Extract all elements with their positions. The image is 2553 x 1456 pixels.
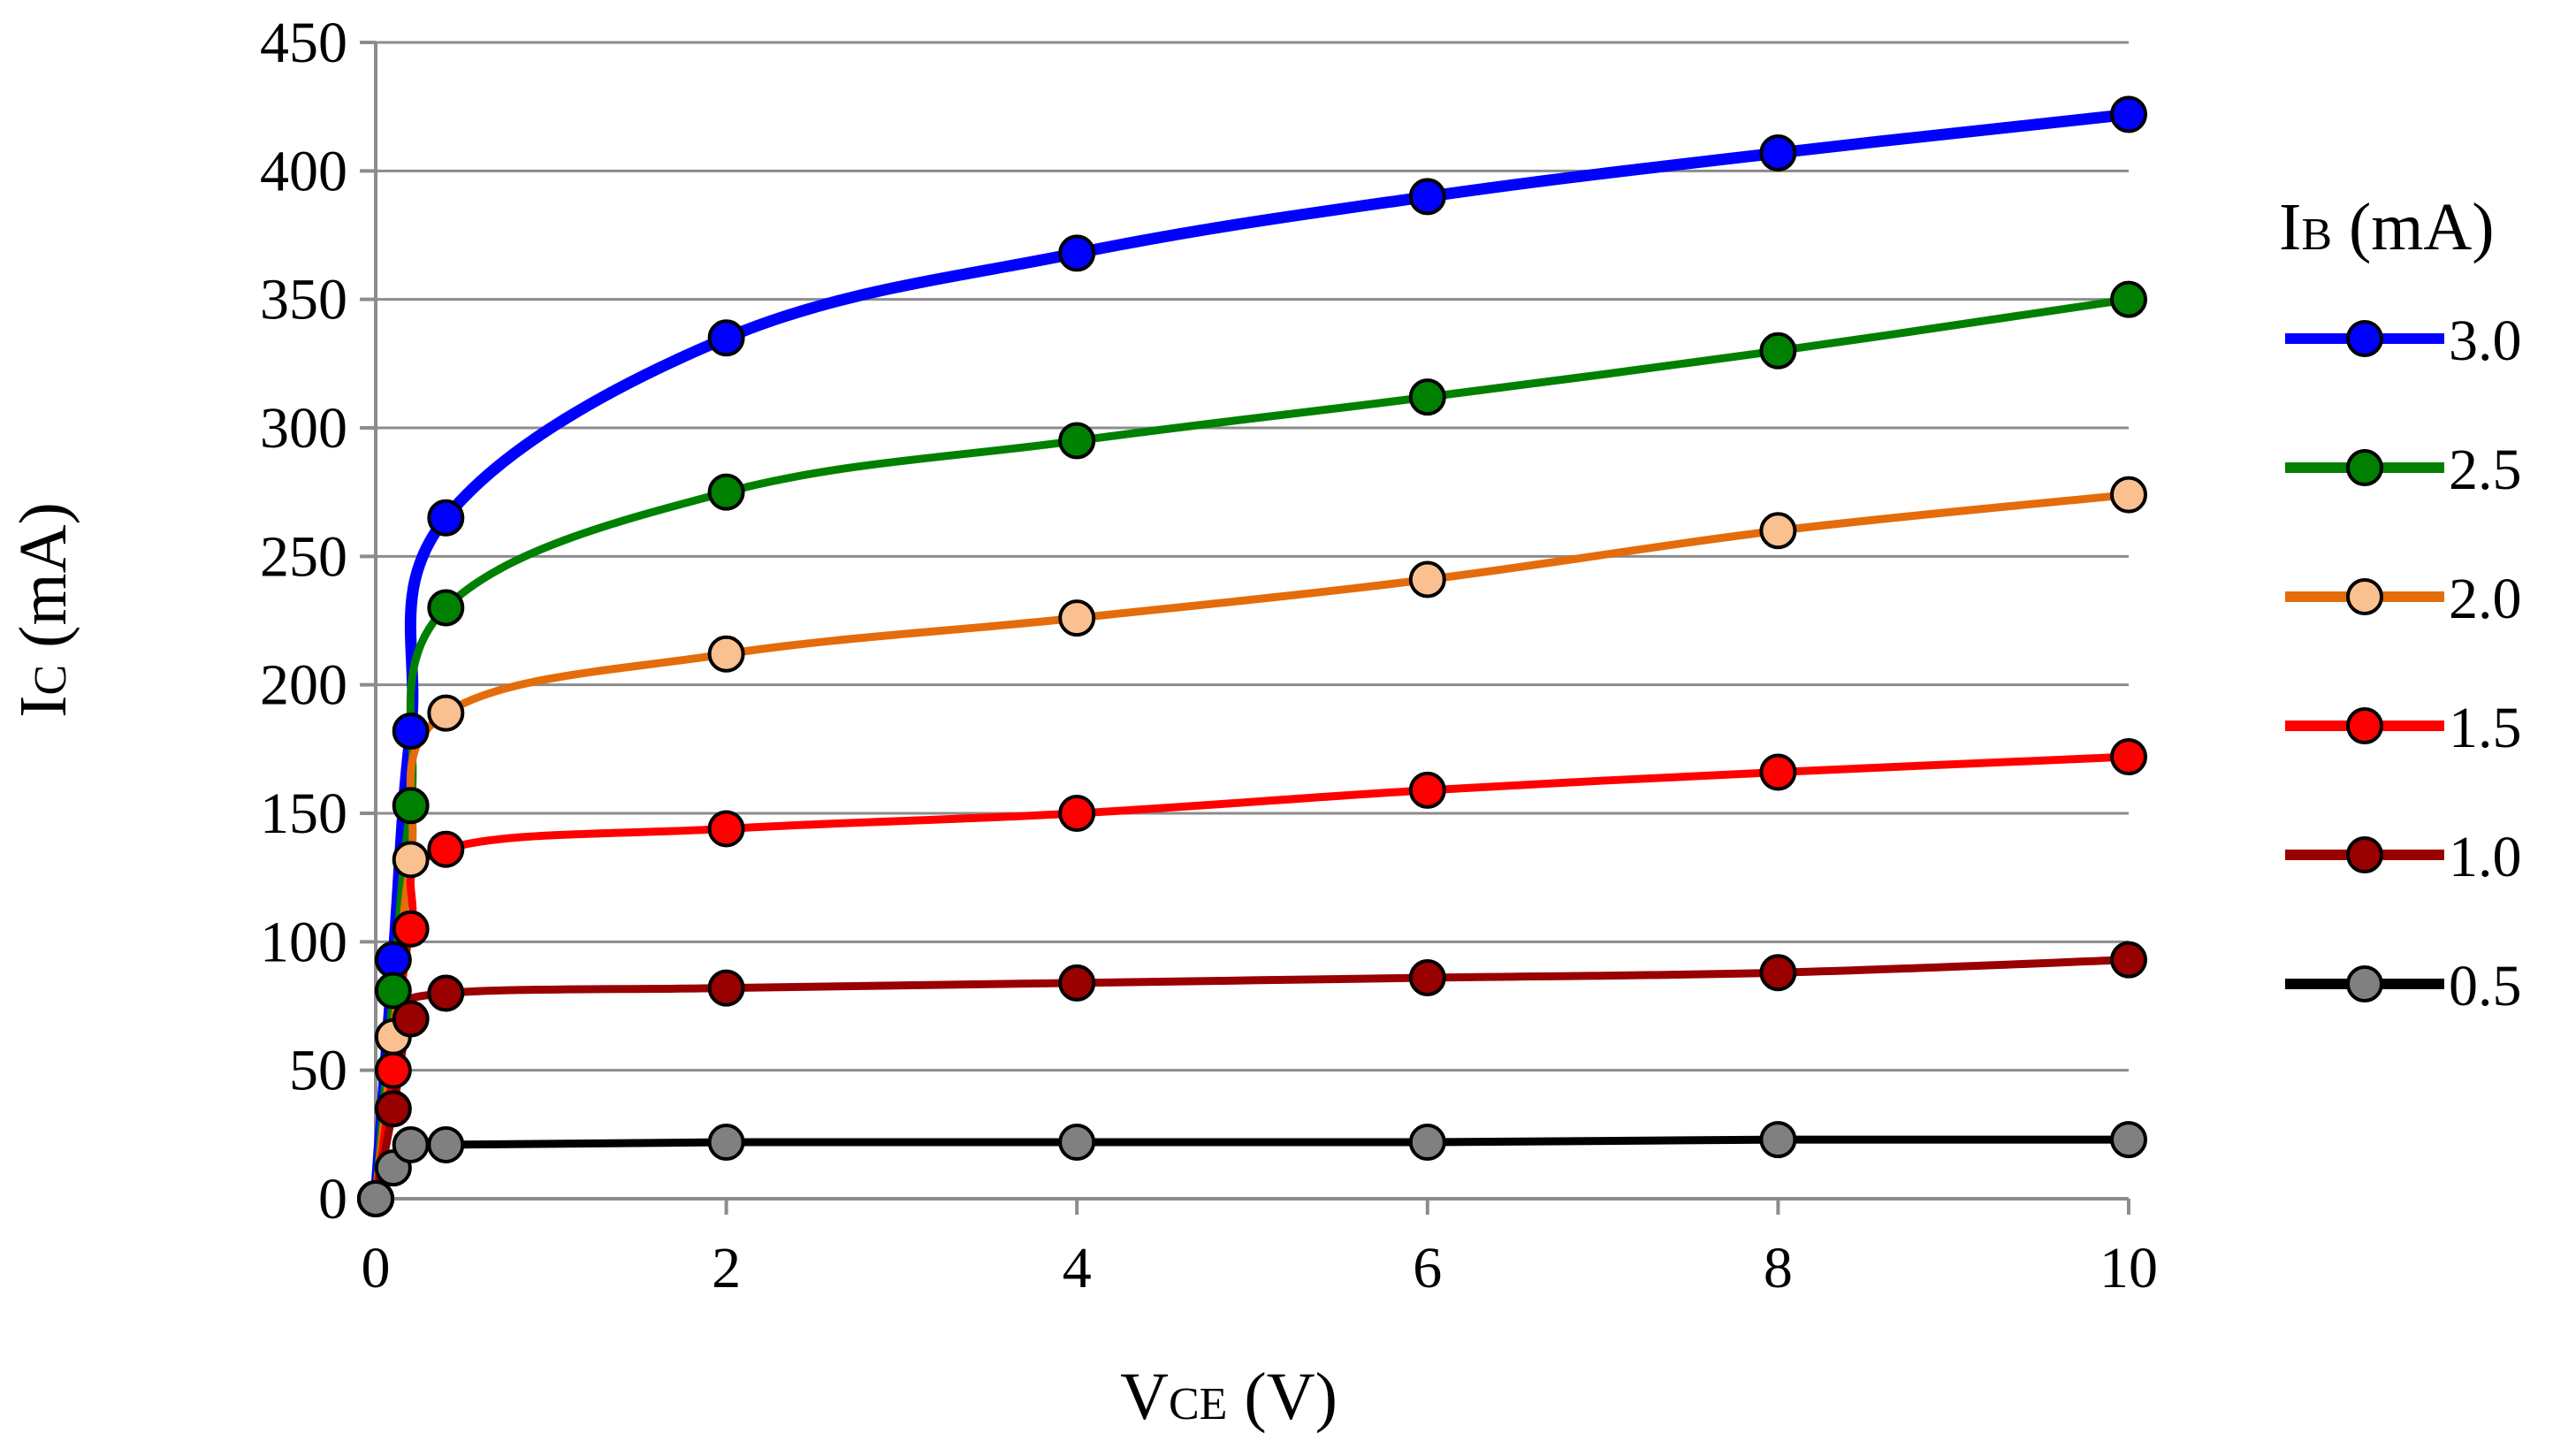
y-tick-label-150: 150 [260, 781, 347, 846]
y-tick-label-200: 200 [260, 653, 347, 718]
y-axis-title: IC (mA) [6, 502, 80, 718]
marker-1.0-7 [1759, 954, 1797, 992]
marker-2.0-6 [1408, 560, 1446, 598]
legend-marker-2.0 [2346, 578, 2383, 615]
legend-label-0.5: 0.5 [2449, 954, 2522, 1018]
legend-marker-3.0 [2346, 320, 2383, 357]
y-tick-label-250: 250 [260, 524, 347, 589]
marker-0.5-2 [392, 1125, 430, 1163]
legend-label-2.5: 2.5 [2449, 438, 2522, 502]
marker-0.5-4 [707, 1124, 745, 1162]
series-line-2.5 [371, 295, 2133, 1203]
marker-3.0-3 [427, 499, 465, 537]
y-tick-label-400: 400 [260, 139, 347, 203]
marker-1.5-4 [707, 810, 745, 848]
legend-label-2.0: 2.0 [2449, 567, 2522, 631]
marker-2.5-8 [2110, 280, 2147, 318]
marker-2.0-8 [2110, 476, 2147, 514]
series-line-1.0 [371, 956, 2133, 1203]
x-tick-label-8: 8 [1764, 1236, 1793, 1300]
legend-items: 3.0 2.5 2.0 1.5 1.0 0.5 [2285, 309, 2522, 1018]
legend-marker-0.5 [2346, 965, 2383, 1002]
marker-0.5-8 [2110, 1121, 2147, 1159]
tick-labels: 0 50 100 150 200 250 300 350 400 450 0 2 4 6 8 10 [260, 11, 2158, 1300]
legend-marker-2.5 [2346, 449, 2383, 486]
marker-2.0-4 [707, 635, 745, 673]
y-tick-label-50: 50 [289, 1039, 347, 1103]
marker-1.5-1 [374, 1051, 412, 1089]
x-tick-label-6: 6 [1413, 1236, 1442, 1300]
y-tick-label-0: 0 [318, 1167, 347, 1231]
x-tick-label-0: 0 [362, 1236, 391, 1300]
marker-1.5-7 [1759, 753, 1797, 791]
marker-1.0-5 [1058, 964, 1096, 1002]
legend-marker-1.0 [2346, 836, 2383, 873]
marker-3.0-8 [2110, 95, 2147, 133]
x-tick-label-10: 10 [2100, 1236, 2158, 1300]
marker-3.0-4 [707, 319, 745, 357]
marker-2.5-6 [1408, 378, 1446, 416]
x-tick-label-2: 2 [712, 1236, 741, 1300]
legend-label-1.0: 1.0 [2449, 825, 2522, 889]
marker-2.5-2 [392, 787, 430, 825]
series-line-2.0 [371, 491, 2133, 1203]
y-tick-label-100: 100 [260, 910, 347, 974]
marker-1.5-3 [427, 830, 465, 868]
marker-0.5-7 [1759, 1121, 1797, 1159]
series-line-0.5 [371, 1135, 2133, 1203]
y-tick-label-300: 300 [260, 396, 347, 461]
series-line-3.0 [370, 108, 2135, 1205]
marker-1.0-3 [427, 974, 465, 1012]
marker-2.5-5 [1058, 422, 1096, 460]
marker-3.0-7 [1759, 133, 1797, 172]
marker-1.0-2 [392, 1000, 430, 1038]
marker-2.5-4 [707, 473, 745, 511]
marker-2.0-3 [427, 694, 465, 732]
marker-0.5-3 [427, 1125, 465, 1163]
marker-2.5-7 [1759, 332, 1797, 370]
marker-2.0-2 [392, 841, 430, 879]
marker-1.0-6 [1408, 959, 1446, 997]
marker-0.5-5 [1058, 1124, 1096, 1162]
marker-1.5-5 [1058, 795, 1096, 832]
legend-marker-1.5 [2346, 707, 2383, 744]
marker-2.0-5 [1058, 599, 1096, 637]
legend: IB (mA) 3.0 2.5 2.0 1.5 1.0 0.5 [2279, 190, 2522, 1018]
marker-3.0-2 [392, 712, 430, 750]
marker-2.5-1 [374, 972, 412, 1010]
marker-2.0-7 [1759, 512, 1797, 550]
y-tick-label-350: 350 [260, 268, 347, 332]
marker-0.5-0 [357, 1180, 394, 1217]
marker-3.0-5 [1058, 234, 1096, 272]
y-tick-label-450: 450 [260, 11, 347, 75]
marker-1.0-4 [707, 969, 745, 1007]
x-tick-label-4: 4 [1063, 1236, 1092, 1300]
marker-1.5-2 [392, 910, 430, 948]
marker-0.5-6 [1408, 1124, 1446, 1162]
marker-1.5-6 [1408, 771, 1446, 809]
marker-2.5-3 [427, 589, 465, 627]
marker-1.5-8 [2110, 738, 2147, 776]
marker-1.0-1 [374, 1090, 412, 1128]
legend-label-1.5: 1.5 [2449, 696, 2522, 760]
marker-3.0-6 [1408, 178, 1446, 216]
x-axis-title: VCE (V) [1120, 1360, 1337, 1434]
legend-label-3.0: 3.0 [2449, 309, 2522, 373]
gridlines [376, 41, 2129, 1072]
marker-3.0-1 [374, 941, 412, 979]
marker-1.0-8 [2110, 941, 2147, 979]
legend-title: IB (mA) [2279, 190, 2495, 264]
plot-series [357, 95, 2147, 1217]
